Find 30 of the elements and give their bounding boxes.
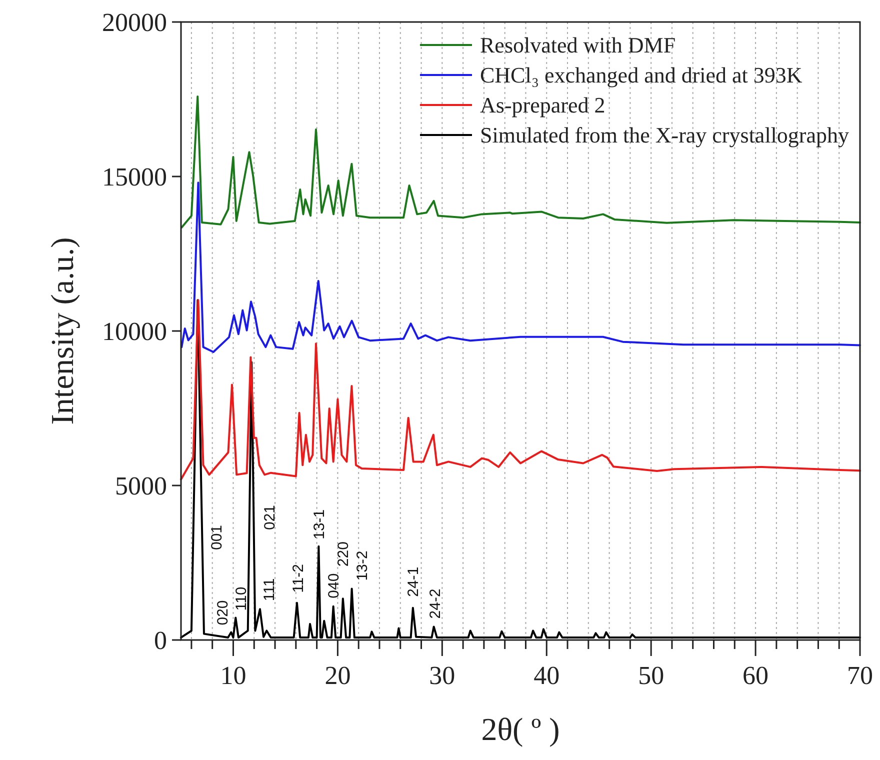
annotation: 040 bbox=[326, 573, 343, 598]
annotation: 24-2 bbox=[427, 588, 444, 619]
x-tick-label: 30 bbox=[429, 661, 456, 690]
legend-label: As-prepared 2 bbox=[480, 92, 606, 118]
legend-label: CHCl₃ exchanged and dried at 393K bbox=[480, 62, 802, 88]
y-tick-label: 15000 bbox=[102, 162, 167, 192]
x-tick-label: 50 bbox=[638, 661, 664, 690]
annotation: 24-1 bbox=[405, 566, 422, 597]
legend-label: Resolvated with DMF bbox=[480, 32, 676, 58]
y-tick-label: 5000 bbox=[115, 472, 167, 501]
legend-label: Simulated from the X-ray crystallography bbox=[480, 122, 850, 148]
x-tick-label: 10 bbox=[220, 661, 246, 690]
annotation: 220 bbox=[335, 542, 352, 567]
annotation: 13-1 bbox=[310, 509, 328, 540]
y-tick-label: 0 bbox=[154, 626, 167, 656]
x-axis-title: 2θ( º ) bbox=[481, 711, 560, 747]
x-tick-label: 40 bbox=[534, 661, 560, 690]
x-tick-label: 20 bbox=[324, 661, 351, 690]
annotation: 110 bbox=[232, 586, 250, 611]
annotation: 11-2 bbox=[290, 564, 308, 593]
annotation: 111 bbox=[261, 578, 278, 602]
annotation: 020 bbox=[214, 600, 232, 626]
x-tick-label: 70 bbox=[847, 661, 873, 690]
annotation: 021 bbox=[261, 504, 278, 530]
y-tick-label: 20000 bbox=[102, 8, 167, 38]
y-axis-title: Intensity (a.u.) bbox=[44, 237, 80, 425]
x-tick-label: 60 bbox=[742, 661, 769, 690]
annotation: 13-2 bbox=[354, 550, 372, 581]
y-tick-label: 10000 bbox=[102, 317, 167, 346]
annotation: 001 bbox=[208, 524, 226, 550]
